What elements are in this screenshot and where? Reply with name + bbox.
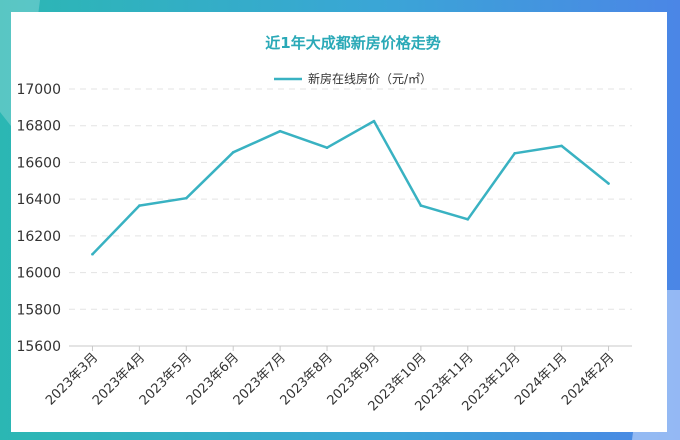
y-axis: 15600 15800 16000 16200 16400 16600 16800 17000	[16, 82, 61, 355]
chart-panel	[11, 12, 667, 432]
data-point	[419, 204, 423, 207]
data-point	[466, 218, 470, 221]
y-tick-label: 16600	[16, 155, 61, 171]
data-point	[513, 151, 517, 155]
data-point	[91, 252, 94, 256]
data-point	[372, 119, 376, 123]
series-line	[91, 119, 610, 256]
legend-label: 新房在线房价（元/㎡）	[308, 71, 432, 86]
data-point	[138, 204, 141, 207]
y-tick-label: 15600	[16, 339, 61, 355]
gridlines	[69, 88, 632, 310]
data-point	[231, 151, 235, 154]
data-point	[184, 196, 188, 200]
y-tick-label: 16800	[16, 119, 61, 135]
y-tick-label: 16400	[16, 192, 61, 208]
price-line	[91, 119, 610, 256]
data-point	[607, 182, 610, 185]
chart-title: 近1年大成都新房价格走势	[265, 34, 440, 52]
data-point	[278, 129, 282, 133]
legend: 新房在线房价（元/㎡）	[274, 71, 432, 86]
y-tick-label: 16200	[16, 229, 61, 245]
data-point	[325, 146, 329, 150]
y-tick-label: 16000	[16, 266, 61, 282]
y-tick-label: 15800	[16, 302, 61, 318]
data-point	[560, 144, 563, 148]
y-tick-label: 17000	[16, 82, 61, 98]
x-axis: 2023年3月2023年4月2023年5月2023年6月2023年7月2023年…	[43, 345, 632, 414]
